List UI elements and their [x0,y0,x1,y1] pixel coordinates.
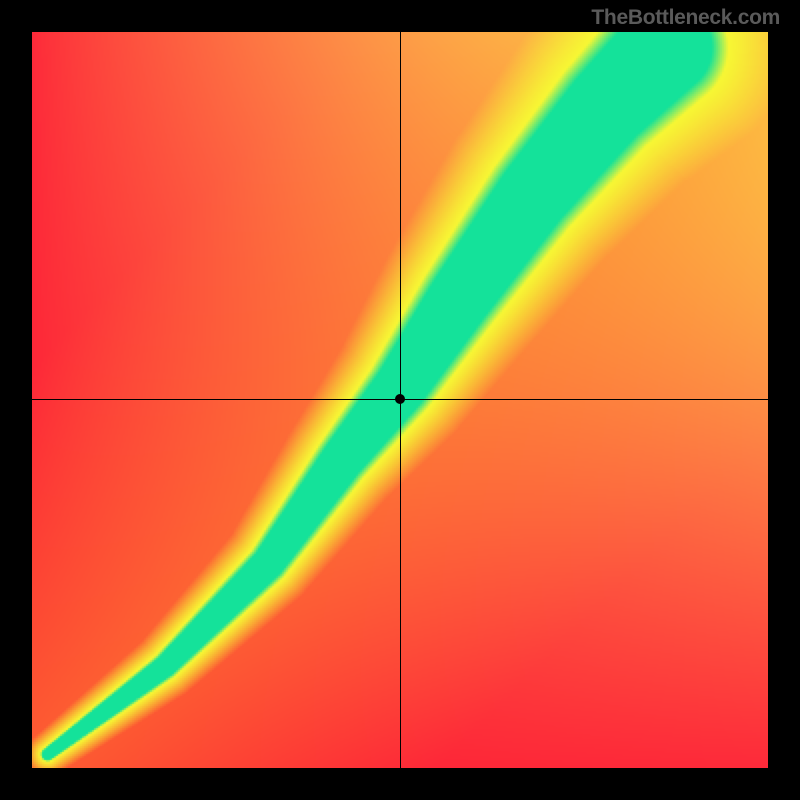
plot-area [32,32,768,768]
crosshair-dot [395,394,405,404]
watermark-text: TheBottleneck.com [591,6,780,30]
